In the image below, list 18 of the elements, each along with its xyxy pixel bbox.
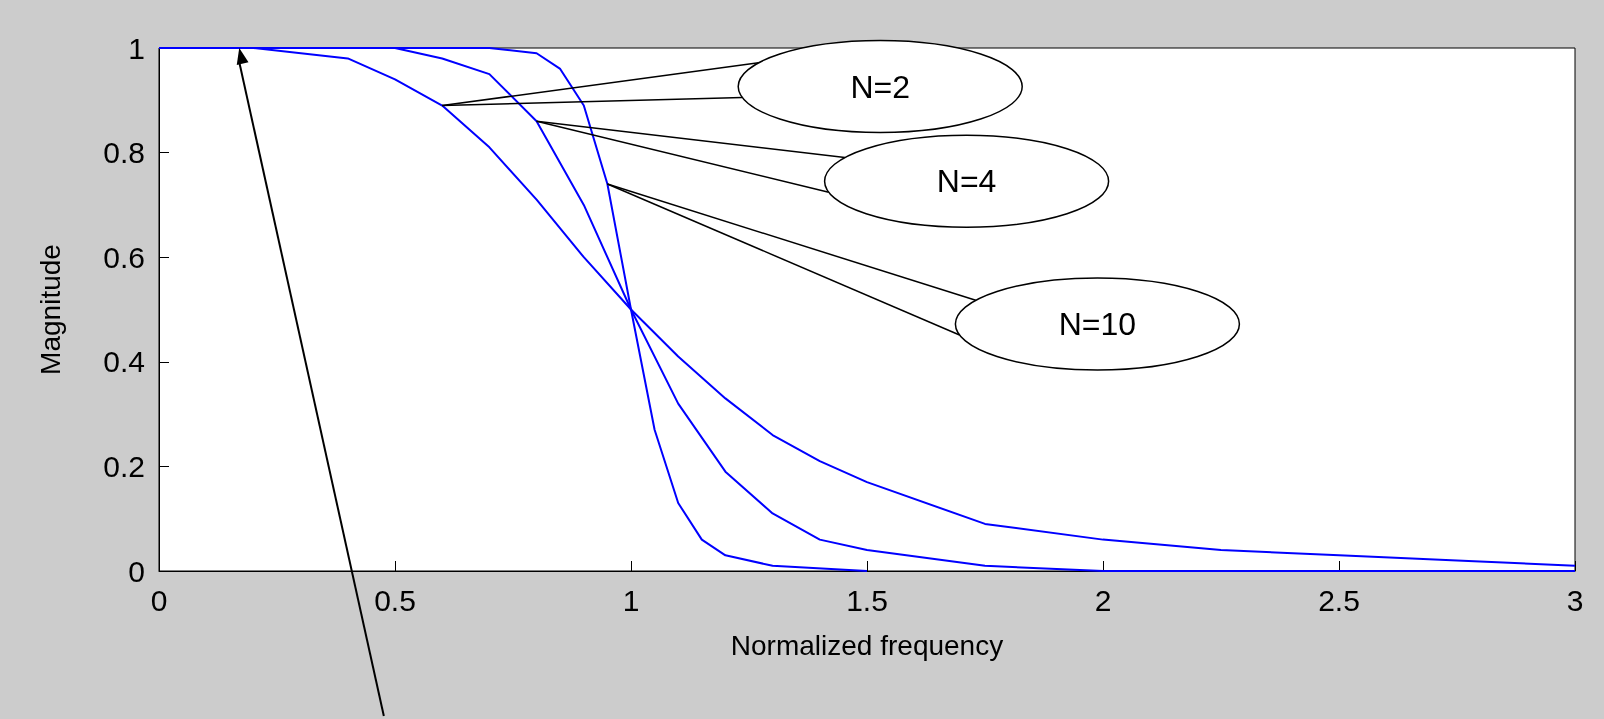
y-tick-label: 0.6 (103, 240, 145, 274)
y-tick-label: 0.2 (103, 449, 145, 483)
x-tick-label: 3 (1566, 583, 1584, 617)
x-tick-label: 0.5 (374, 583, 416, 617)
annotation: N=10 (1058, 305, 1137, 342)
y-tick-label: 0.8 (103, 136, 145, 170)
x-tick-label: 2.5 (1318, 583, 1360, 617)
y-tick-label: 1 (128, 31, 145, 65)
y-axis-title: Magnitude (34, 244, 66, 375)
x-tick-label: 0 (150, 583, 168, 617)
y-tick-label: 0 (128, 554, 145, 588)
x-axis-title: Normalized frequency (730, 629, 1004, 661)
x-tick-label: 1.5 (846, 583, 888, 617)
x-tick-label: 2 (1094, 583, 1112, 617)
y-tick-label: 0.4 (103, 345, 145, 379)
x-tick-label: 1 (622, 583, 640, 617)
annotation: N=2 (850, 68, 910, 105)
annotation: N=4 (936, 163, 997, 200)
